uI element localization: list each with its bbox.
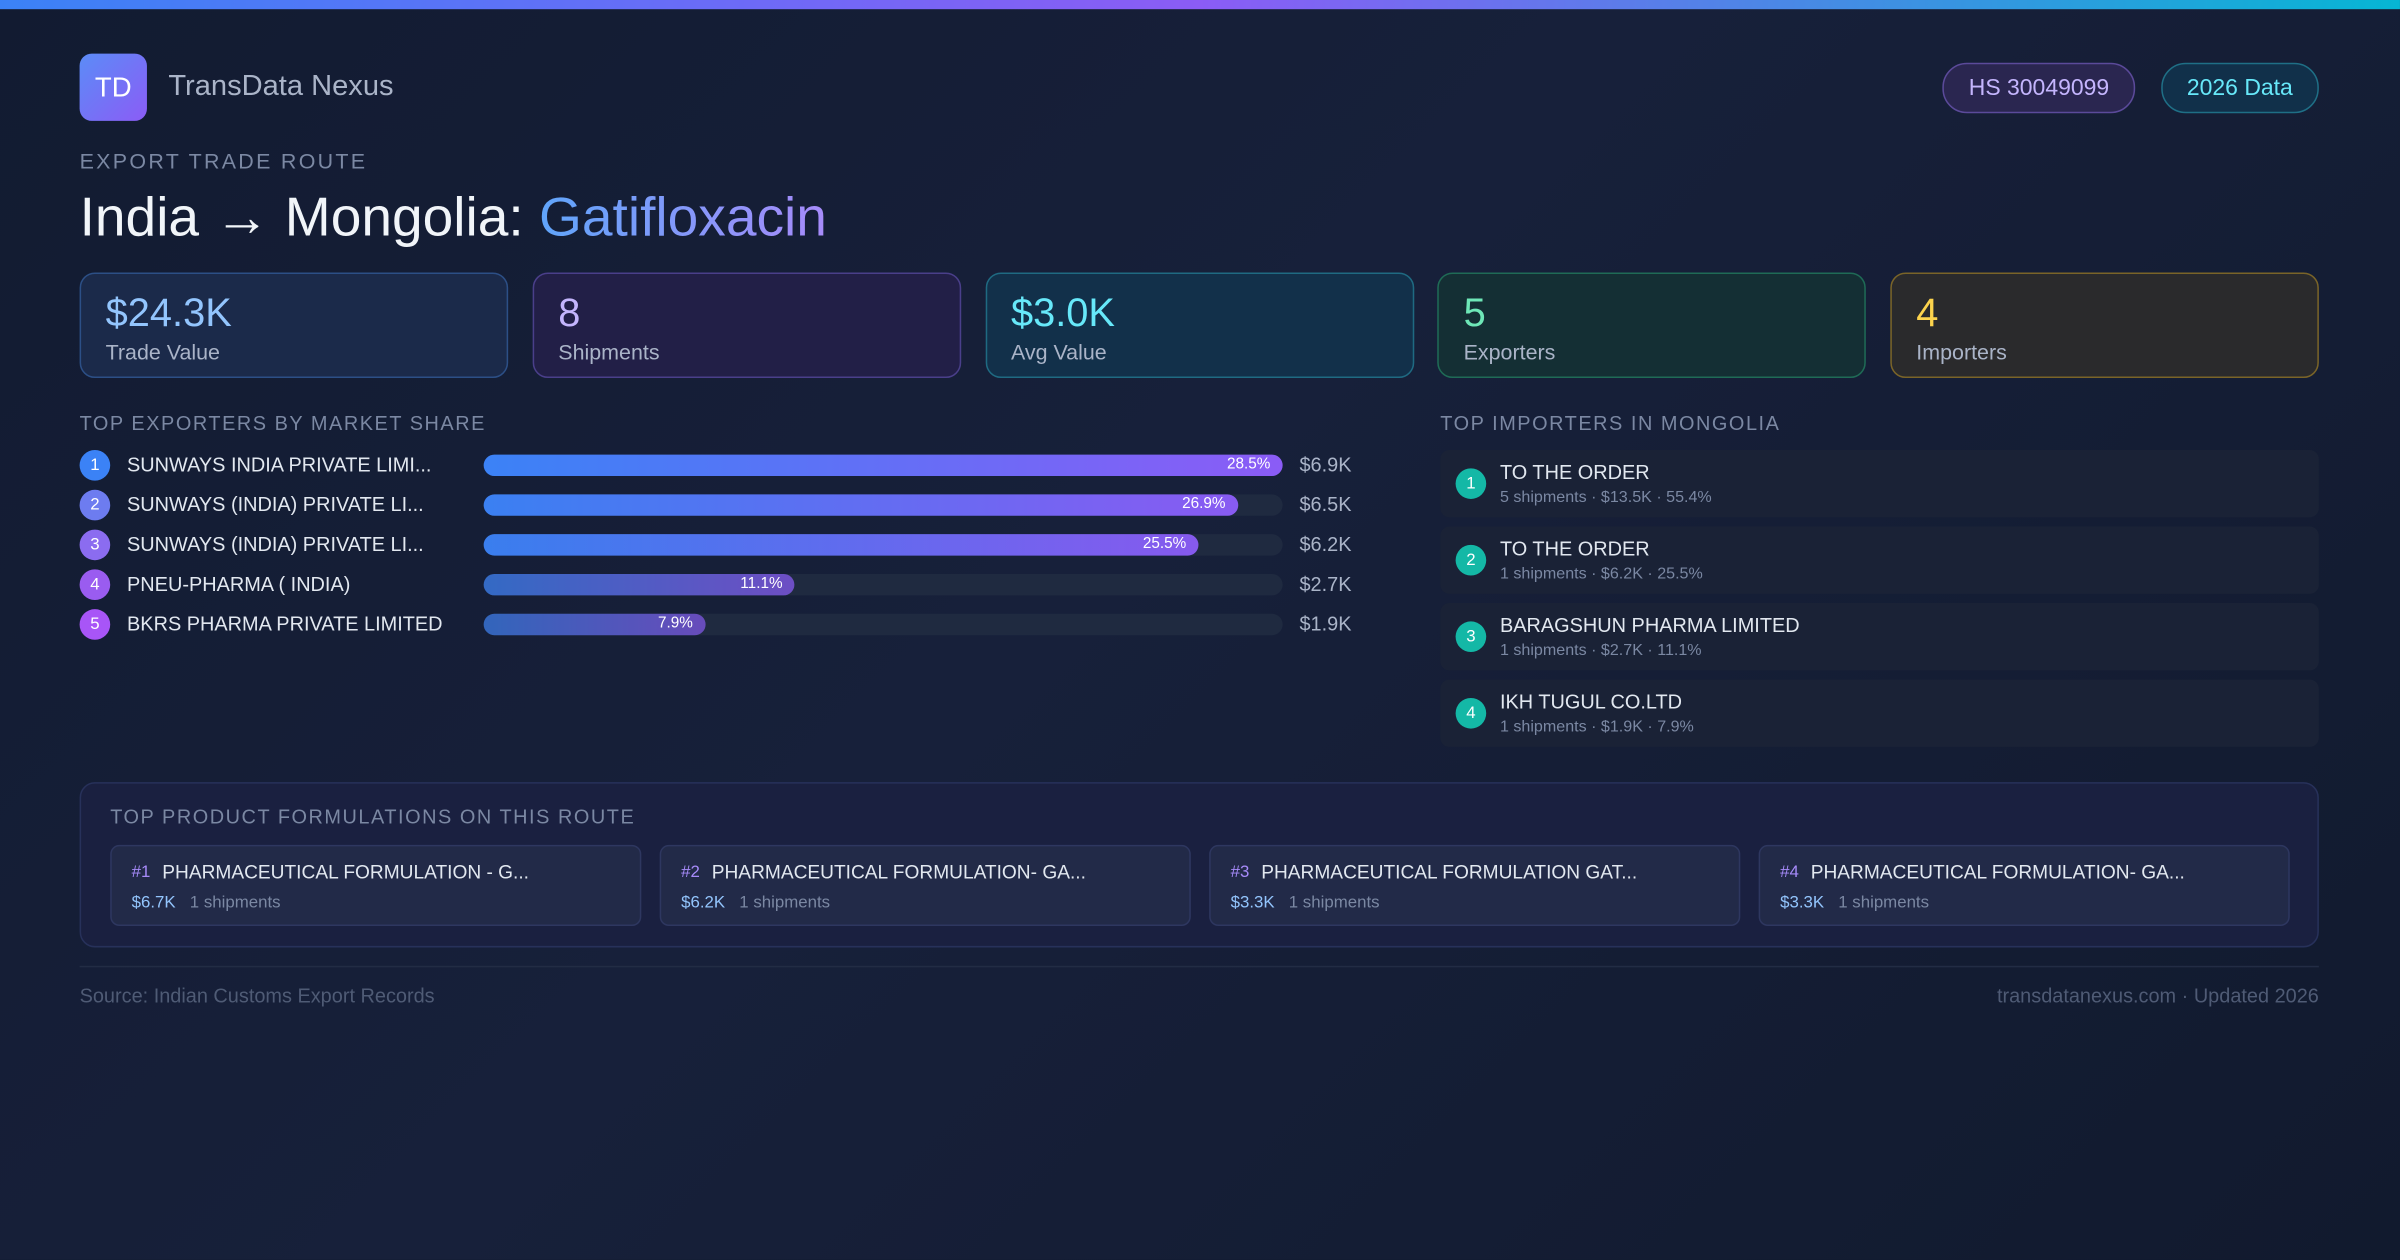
exporter-name[interactable]: BKRS PHARMA PRIVATE LIMITED	[127, 612, 443, 636]
share-bar: 7.9%	[483, 613, 706, 636]
importer-detail: 1 shipments · $2.7K · 11.1%	[1499, 641, 1702, 660]
exporter-value: $6.5K	[1299, 492, 1352, 516]
page-title: India → Mongolia: Gatifloxacin	[80, 185, 827, 249]
eyebrow: EXPORT TRADE ROUTE	[79, 148, 368, 173]
rank-badge: 4	[1455, 697, 1487, 729]
share-bar: 25.5%	[483, 534, 1199, 556]
product-value: $6.2K	[681, 893, 726, 913]
exporter-name[interactable]: PNEU-PHARMA ( INDIA)	[127, 572, 351, 596]
rank-badge: 1	[79, 449, 111, 481]
product-shipments: 1 shipments	[189, 893, 281, 913]
importer-detail: 5 shipments · $13.5K · 55.4%	[1499, 488, 1712, 507]
importer-name: IKH TUGUL CO.LTD	[1499, 690, 1683, 714]
logo: TD	[79, 53, 147, 121]
kpi-value: 4	[1916, 289, 1939, 336]
rank-badge: 2	[1455, 544, 1487, 576]
kpi-label: Avg Value	[1010, 339, 1107, 365]
rank-badge: 1	[1455, 468, 1487, 499]
accent-bar	[0, 0, 2400, 10]
kpi-label: Shipments	[558, 339, 660, 365]
product-name: PHARMACEUTICAL FORMULATION - G...	[162, 861, 529, 884]
rank-badge: 3	[1455, 621, 1487, 653]
importer-detail: 1 shipments · $1.9K · 7.9%	[1499, 717, 1694, 737]
rank-badge: 4	[79, 569, 111, 600]
product-rank: #3	[1230, 863, 1250, 882]
product-card[interactable]: #3 PHARMACEUTICAL FORMULATION GAT... $3.3K…	[1209, 844, 1741, 927]
kpi-value: $3.0K	[1010, 289, 1115, 336]
kpi-card: 5 Exporters	[1437, 272, 1867, 379]
section-title: TOP IMPORTERS IN MONGOLIA	[1440, 411, 1781, 435]
importer-name: TO THE ORDER	[1499, 537, 1650, 561]
bar-track: 25.5%	[483, 534, 1283, 556]
importer-card[interactable]: 1 TO THE ORDER 5 shipments · $13.5K · 55.4…	[1440, 449, 2319, 518]
bar-track: 28.5%	[483, 454, 1283, 477]
brand: TransData Nexus	[168, 70, 394, 103]
rank-badge: 5	[79, 609, 111, 640]
kpi-label: Importers	[1916, 339, 2007, 365]
kpi-card: $24.3K Trade Value	[79, 272, 509, 379]
share-label: 28.5%	[1226, 456, 1271, 473]
badge[interactable]: 2026 Data	[2160, 62, 2319, 114]
bar-track: 7.9%	[483, 613, 1283, 636]
kpi-card: 4 Importers	[1890, 272, 2319, 379]
route-title: India → Mongolia:	[79, 185, 540, 248]
share-label: 11.1%	[740, 575, 783, 593]
site-info: transdatanexus.com · Updated 2026	[1996, 984, 2319, 1008]
product-name: PHARMACEUTICAL FORMULATION- GA...	[711, 861, 1086, 884]
product-card[interactable]: #4 PHARMACEUTICAL FORMULATION- GA... $3.3K…	[1758, 844, 2290, 927]
kpi-value: $24.3K	[105, 289, 232, 336]
section-title: TOP EXPORTERS BY MARKET SHARE	[79, 411, 486, 435]
product-shipments: 1 shipments	[1838, 893, 1930, 913]
product-name: Gatifloxacin	[539, 185, 827, 248]
exporter-name[interactable]: SUNWAYS (INDIA) PRIVATE LI...	[127, 492, 424, 516]
product-shipments: 1 shipments	[1288, 893, 1380, 913]
kpi-card: $3.0K Avg Value	[984, 272, 1414, 379]
kpi-label: Exporters	[1463, 339, 1556, 365]
bar-track: 11.1%	[483, 573, 1283, 596]
section-title: TOP PRODUCT FORMULATIONS ON THIS ROUTE	[110, 805, 636, 829]
importer-name: TO THE ORDER	[1499, 460, 1650, 484]
exporter-value: $1.9K	[1299, 612, 1352, 636]
rank-badge: 2	[79, 489, 111, 521]
product-name: PHARMACEUTICAL FORMULATION GAT...	[1261, 861, 1638, 884]
importer-card[interactable]: 4 IKH TUGUL CO.LTD 1 shipments · $1.9K · 7…	[1440, 679, 2319, 747]
product-rank: #2	[681, 863, 700, 882]
kpi-value: 8	[558, 289, 581, 336]
product-rank: #1	[131, 863, 151, 882]
share-bar: 26.9%	[483, 494, 1238, 516]
product-name: PHARMACEUTICAL FORMULATION- GA...	[1810, 861, 2185, 884]
exporter-name[interactable]: SUNWAYS (INDIA) PRIVATE LI...	[127, 532, 424, 556]
divider	[79, 965, 2319, 968]
exporter-value: $2.7K	[1299, 572, 1352, 596]
share-label: 26.9%	[1182, 495, 1226, 513]
share-bar: 11.1%	[483, 573, 795, 596]
product-value: $3.3K	[1780, 893, 1825, 913]
importer-name: BARAGSHUN PHARMA LIMITED	[1499, 613, 1800, 637]
importer-detail: 1 shipments · $6.2K · 25.5%	[1499, 564, 1703, 584]
product-card[interactable]: #2 PHARMACEUTICAL FORMULATION- GA... $6.2K…	[659, 844, 1191, 927]
rank-badge: 3	[79, 529, 111, 561]
product-value: $6.7K	[131, 893, 176, 913]
product-value: $3.3K	[1230, 893, 1275, 913]
kpi-label: Trade Value	[105, 339, 220, 365]
product-card[interactable]: #1 PHARMACEUTICAL FORMULATION - G... $6.7K…	[110, 844, 642, 927]
product-shipments: 1 shipments	[739, 893, 831, 913]
bar-track: 26.9%	[483, 494, 1283, 516]
kpi-card: 8 Shipments	[532, 272, 961, 379]
exporter-value: $6.2K	[1299, 532, 1352, 556]
kpi-value: 5	[1463, 289, 1486, 336]
share-label: 7.9%	[657, 615, 693, 633]
exporter-name[interactable]: SUNWAYS INDIA PRIVATE LIMI...	[127, 453, 432, 477]
exporter-value: $6.9K	[1299, 453, 1352, 477]
importer-card[interactable]: 3 BARAGSHUN PHARMA LIMITED 1 shipments · $…	[1440, 603, 2319, 671]
share-label: 25.5%	[1142, 535, 1187, 553]
badge[interactable]: HS 30049099	[1942, 62, 2136, 114]
importer-card[interactable]: 2 TO THE ORDER 1 shipments · $6.2K · 25.5%	[1440, 526, 2319, 594]
share-bar: 28.5%	[483, 454, 1283, 477]
product-rank: #4	[1780, 863, 1799, 882]
source: Source: Indian Customs Export Records	[79, 984, 435, 1008]
